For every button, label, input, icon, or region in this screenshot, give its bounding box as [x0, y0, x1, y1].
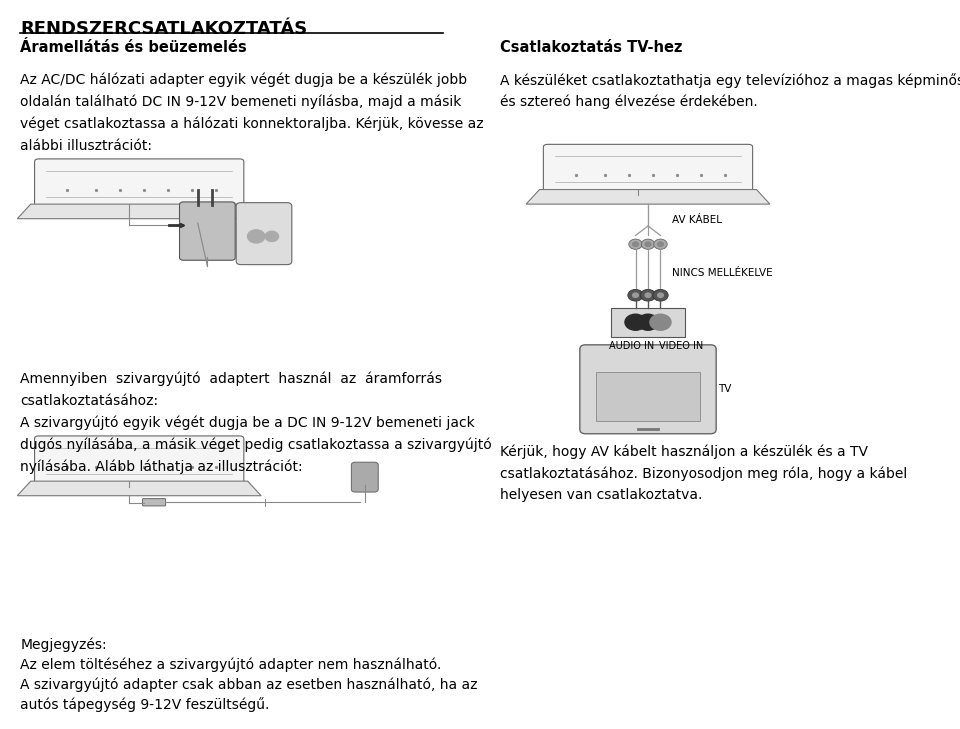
- FancyBboxPatch shape: [236, 203, 292, 265]
- FancyBboxPatch shape: [611, 308, 684, 337]
- Text: Megjegyzés:: Megjegyzés:: [20, 638, 107, 652]
- FancyBboxPatch shape: [543, 144, 753, 192]
- FancyBboxPatch shape: [351, 462, 378, 492]
- Text: VIDEO IN: VIDEO IN: [660, 341, 704, 351]
- FancyBboxPatch shape: [580, 345, 716, 434]
- Circle shape: [248, 230, 265, 243]
- Text: véget csatlakoztassa a hálózati konnektoraljba. Kérjük, kövesse az: véget csatlakoztassa a hálózati konnekto…: [20, 117, 484, 131]
- Text: A szivargyújtó egyik végét dugja be a DC IN 9-12V bemeneti jack: A szivargyújtó egyik végét dugja be a DC…: [20, 416, 475, 430]
- Circle shape: [637, 314, 659, 330]
- Circle shape: [629, 239, 642, 249]
- Text: Az AC/DC hálózati adapter egyik végét dugja be a készülék jobb: Az AC/DC hálózati adapter egyik végét du…: [20, 73, 468, 87]
- Text: Áramellátás és beüzemelés: Áramellátás és beüzemelés: [20, 40, 247, 55]
- Text: és sztereó hang élvezése érdekében.: és sztereó hang élvezése érdekében.: [500, 95, 757, 109]
- FancyBboxPatch shape: [143, 499, 166, 506]
- Circle shape: [633, 242, 638, 246]
- Circle shape: [650, 314, 671, 330]
- Text: TV: TV: [718, 384, 732, 394]
- Text: dugós nyílásába, a másik véget pedig csatlakoztassa a szivargyújtó: dugós nyílásába, a másik véget pedig csa…: [20, 437, 492, 452]
- FancyBboxPatch shape: [35, 159, 244, 207]
- Text: Amennyiben  szivargyújtó  adaptert  használ  az  áramforrás: Amennyiben szivargyújtó adaptert használ…: [20, 372, 443, 386]
- Polygon shape: [17, 481, 261, 496]
- Text: NINCS MELLÉKELVE: NINCS MELLÉKELVE: [672, 268, 773, 278]
- Circle shape: [654, 239, 667, 249]
- Text: A készüléket csatlakoztathatja egy televízióhoz a magas képminőség: A készüléket csatlakoztathatja egy telev…: [500, 73, 960, 87]
- FancyBboxPatch shape: [35, 436, 244, 484]
- Text: AV KÁBEL: AV KÁBEL: [672, 215, 722, 225]
- Circle shape: [625, 314, 646, 330]
- FancyBboxPatch shape: [180, 202, 235, 260]
- Polygon shape: [17, 204, 261, 219]
- Text: Csatlakoztatás TV-hez: Csatlakoztatás TV-hez: [500, 40, 683, 55]
- Circle shape: [640, 289, 656, 301]
- Circle shape: [628, 289, 643, 301]
- Text: A szivargyújtó adapter csak abban az esetben használható, ha az: A szivargyújtó adapter csak abban az ese…: [20, 677, 478, 692]
- Circle shape: [633, 293, 638, 297]
- Circle shape: [645, 242, 651, 246]
- Text: autós tápegység 9-12V feszültségű.: autós tápegység 9-12V feszültségű.: [20, 697, 270, 712]
- Circle shape: [645, 293, 651, 297]
- Text: oldalán található DC IN 9-12V bemeneti nyílásba, majd a másik: oldalán található DC IN 9-12V bemeneti n…: [20, 95, 462, 109]
- FancyBboxPatch shape: [596, 372, 700, 421]
- Text: helyesen van csatlakoztatva.: helyesen van csatlakoztatva.: [500, 488, 703, 502]
- Text: alábbi illusztrációt:: alábbi illusztrációt:: [20, 139, 152, 152]
- Text: nyílásába. Alább láthatja az illusztrációt:: nyílásába. Alább láthatja az illusztráci…: [20, 459, 302, 474]
- Circle shape: [658, 293, 663, 297]
- Text: AUDIO IN: AUDIO IN: [609, 341, 655, 351]
- Circle shape: [641, 239, 655, 249]
- Text: Kérjük, hogy AV kábelt használjon a készülék és a TV: Kérjük, hogy AV kábelt használjon a kész…: [500, 445, 868, 459]
- Text: csatlakoztatásához. Bizonyosodjon meg róla, hogy a kábel: csatlakoztatásához. Bizonyosodjon meg ró…: [500, 467, 907, 481]
- Text: RENDSZERCSATLAKOZTATÁS: RENDSZERCSATLAKOZTATÁS: [20, 20, 307, 39]
- Circle shape: [265, 231, 278, 241]
- Text: csatlakoztatásához:: csatlakoztatásához:: [20, 394, 158, 408]
- Circle shape: [658, 242, 663, 246]
- Text: Az elem töltéséhez a szivargyújtó adapter nem használható.: Az elem töltéséhez a szivargyújtó adapte…: [20, 658, 442, 672]
- Polygon shape: [526, 190, 770, 204]
- Circle shape: [653, 289, 668, 301]
